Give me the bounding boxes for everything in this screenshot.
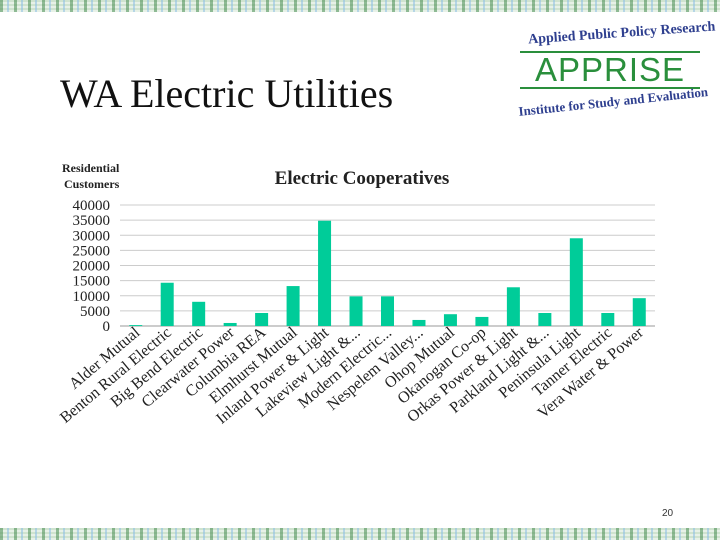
electric-cooperatives-chart: Residential Customers Electric Cooperati… xyxy=(57,161,655,428)
bar xyxy=(506,287,520,326)
chart-ylabel-line-1: Residential xyxy=(62,161,120,175)
y-tick-label: 35000 xyxy=(73,213,111,229)
page-number: 20 xyxy=(662,508,674,519)
logo-main-text: APPRISE xyxy=(515,51,705,89)
bar xyxy=(601,312,615,326)
logo-top-text: Applied Public Policy Research xyxy=(527,19,716,48)
bar xyxy=(129,325,143,326)
bar xyxy=(381,296,394,326)
bar xyxy=(223,322,237,326)
top-decorative-band xyxy=(0,0,720,12)
bottom-decorative-band xyxy=(0,528,720,540)
bar xyxy=(318,220,332,326)
slide-title: WA Electric Utilities xyxy=(60,71,394,116)
y-tick-label: 15000 xyxy=(73,274,111,290)
y-tick-label: 30000 xyxy=(73,228,111,244)
bar xyxy=(632,298,646,326)
bar xyxy=(443,314,457,326)
y-tick-label: 25000 xyxy=(73,243,111,259)
apprise-logo: Applied Public Policy Research APPRISE I… xyxy=(510,19,716,130)
bar xyxy=(569,238,583,326)
bar xyxy=(538,312,552,326)
chart-title: Electric Cooperatives xyxy=(275,168,450,189)
chart-ylabel-line-2: Customers xyxy=(64,177,120,191)
bar xyxy=(192,301,206,326)
bar xyxy=(255,312,269,326)
bar xyxy=(160,282,174,326)
bar xyxy=(412,319,426,326)
y-tick-label: 40000 xyxy=(73,198,111,214)
bar xyxy=(286,286,300,326)
logo-bottom-text: Institute for Study and Evaluation xyxy=(517,84,709,119)
y-tick-label: 20000 xyxy=(73,259,111,275)
bar xyxy=(475,316,489,326)
y-tick-label: 0 xyxy=(103,319,111,335)
y-tick-label: 5000 xyxy=(80,304,110,320)
y-tick-label: 10000 xyxy=(73,289,111,305)
bar xyxy=(349,296,363,326)
